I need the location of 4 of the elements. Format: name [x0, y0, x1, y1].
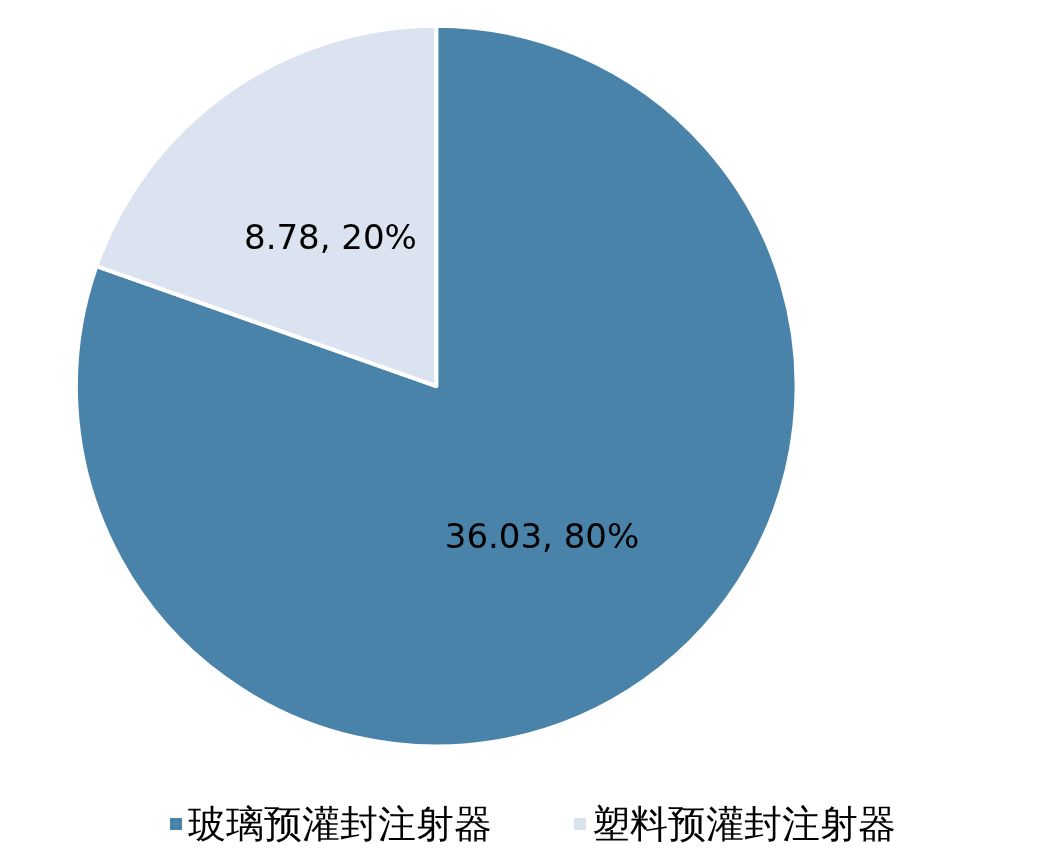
data-label: 36.03, 80% — [444, 515, 640, 556]
legend-label: 玻璃预灌封注射器 — [188, 802, 492, 846]
data-label: 8.78, 20% — [244, 216, 417, 257]
legend-label: 塑料预灌封注射器 — [592, 802, 896, 846]
